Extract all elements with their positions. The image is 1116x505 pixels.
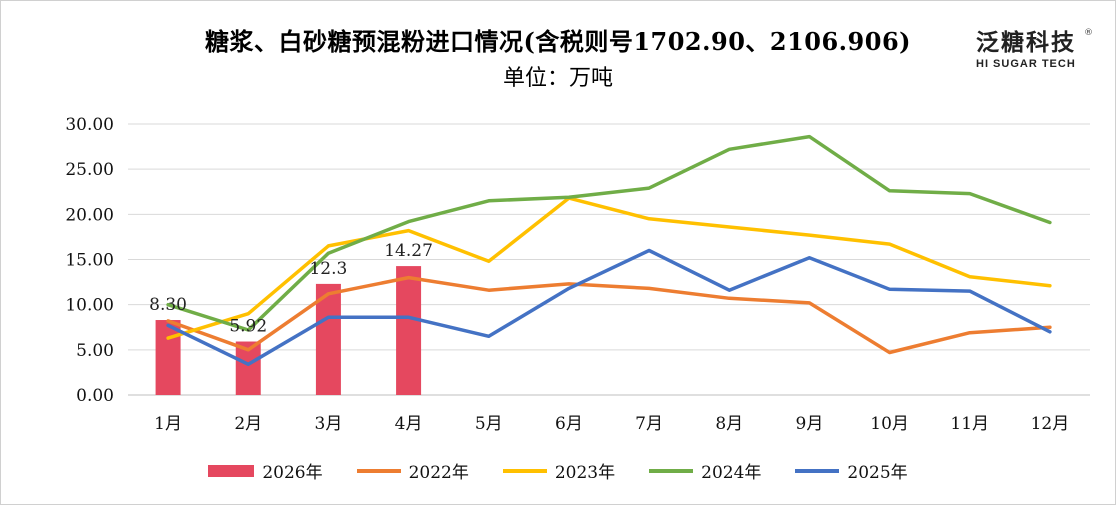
bar-2026 (396, 266, 422, 395)
bar-data-label: 12.3 (309, 259, 347, 279)
bar-data-label: 14.27 (384, 241, 433, 261)
legend-swatch-2026 (208, 464, 255, 477)
line-series-2022 (166, 275, 1052, 355)
legend-swatch-2025 (795, 468, 840, 473)
logo-chinese-text: 泛糖科技 (976, 30, 1076, 56)
chart-legend: 2026年 2022年 2023年 2024年 2025年 (0, 458, 1116, 483)
legend-item-2025: 2025年 (795, 458, 908, 483)
legend-label-2024: 2024年 (701, 463, 762, 483)
registered-mark: ® (1084, 28, 1093, 38)
bar-data-label: 8.30 (149, 295, 187, 315)
y-tick-label: 5.00 (76, 341, 114, 361)
y-tick-label: 0.00 (76, 386, 114, 406)
line-series-2023 (166, 196, 1052, 340)
bar-data-label: 5.92 (229, 317, 267, 337)
bar-2026 (315, 283, 341, 395)
logo-english-text: HI SUGAR TECH (976, 58, 1076, 70)
legend-label-2023: 2023年 (554, 463, 616, 483)
x-tick-label: 6月 (555, 414, 583, 434)
legend-item-2026: 2026年 (208, 458, 323, 483)
x-tick-label: 12月 (1031, 414, 1070, 434)
x-tick-label: 5月 (475, 414, 503, 434)
x-tick-label: 1月 (154, 414, 182, 434)
x-tick-label: 7月 (635, 414, 663, 434)
y-tick-label: 25.00 (65, 160, 114, 180)
legend-swatch-2022 (356, 468, 401, 473)
line-series-2025 (166, 248, 1052, 367)
legend-item-2022: 2022年 (356, 458, 469, 483)
chart-subtitle: 单位：万吨 (502, 66, 613, 91)
y-tick-label: 10.00 (65, 296, 114, 316)
y-tick-label: 15.00 (65, 251, 114, 271)
legend-label-2022: 2022年 (408, 463, 469, 483)
legend-item-2024: 2024年 (649, 458, 761, 483)
line-series-2024 (166, 134, 1052, 332)
x-tick-label: 3月 (315, 414, 343, 434)
brand-logo: 泛糖科技 ® HI SUGAR TECH (976, 28, 1096, 70)
x-tick-label: 10月 (870, 414, 909, 434)
legend-swatch-2023 (502, 468, 547, 473)
legend-label-2026: 2026年 (262, 463, 323, 483)
legend-label-2025: 2025年 (847, 463, 908, 483)
y-tick-label: 30.00 (65, 115, 114, 135)
x-tick-label: 8月 (715, 414, 743, 434)
x-tick-label: 11月 (950, 414, 989, 434)
bar-2026 (155, 320, 181, 395)
legend-item-2023: 2023年 (502, 458, 616, 483)
x-tick-label: 2月 (234, 414, 262, 434)
chart-title: 糖浆、白砂糖预混粉进口情况(含税则号1702.90、2106.906) (204, 27, 911, 56)
x-tick-label: 4月 (395, 414, 423, 434)
legend-swatch-2024 (649, 468, 694, 473)
y-tick-label: 20.00 (65, 205, 114, 225)
x-tick-label: 9月 (796, 414, 824, 434)
